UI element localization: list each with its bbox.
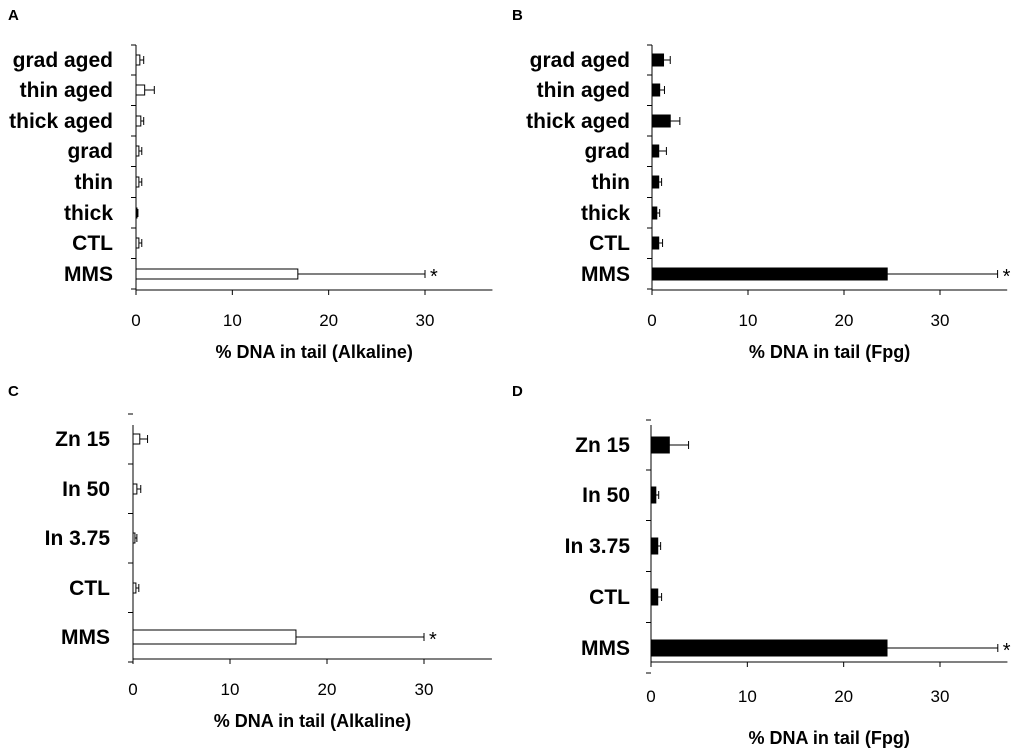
bar xyxy=(651,236,660,250)
x-tick-label: 10 xyxy=(221,680,240,699)
x-axis-title: % DNA in tail (Alkaline) xyxy=(214,711,411,731)
significance-mark: * xyxy=(430,266,438,288)
category-label: CTL xyxy=(69,577,110,600)
x-tick-label: 30 xyxy=(416,311,435,330)
category-label: thick aged xyxy=(526,110,630,133)
x-tick-label: 20 xyxy=(318,680,337,699)
category-label: CTL xyxy=(72,232,113,255)
category-label: thin xyxy=(75,171,113,194)
x-tick-label: 30 xyxy=(415,680,434,699)
category-label: In 3.75 xyxy=(45,527,111,550)
bar xyxy=(651,206,658,220)
x-tick-label: 0 xyxy=(646,687,655,706)
significance-mark: * xyxy=(429,629,437,651)
bar xyxy=(651,267,888,281)
category-label: thin aged xyxy=(20,79,113,102)
bar xyxy=(651,144,660,158)
x-axis-title: % DNA in tail (Fpg) xyxy=(749,728,910,748)
x-tick-label: 0 xyxy=(647,311,656,330)
category-label: grad xyxy=(67,140,113,163)
bar xyxy=(135,237,140,249)
bar xyxy=(650,486,657,504)
x-tick-label: 10 xyxy=(739,311,758,330)
bar xyxy=(651,114,671,128)
category-label: MMS xyxy=(64,263,113,286)
category-label: thick aged xyxy=(9,110,113,133)
bar xyxy=(651,53,665,67)
category-label: grad xyxy=(584,140,630,163)
x-axis-title: % DNA in tail (Fpg) xyxy=(749,342,910,362)
panel-d: D 0 10 20 30 % DNA in tail (Fpg) Zn 15 In 50 In … xyxy=(512,383,1011,748)
x-tick-label: 20 xyxy=(319,311,338,330)
bar xyxy=(651,175,660,189)
bar xyxy=(135,268,299,280)
bar xyxy=(135,207,138,219)
category-label: MMS xyxy=(581,637,630,660)
category-label: In 50 xyxy=(582,484,630,507)
significance-mark: * xyxy=(1003,266,1011,288)
category-label: CTL xyxy=(589,232,630,255)
bar xyxy=(650,436,670,454)
category-label: thick xyxy=(581,202,630,225)
bar xyxy=(132,629,297,645)
x-tick-label: 20 xyxy=(835,311,854,330)
x-axis-title: % DNA in tail (Alkaline) xyxy=(216,342,413,362)
x-tick-label: 30 xyxy=(931,311,950,330)
significance-mark: * xyxy=(1003,640,1011,662)
bar xyxy=(135,176,140,188)
panel-letter: D xyxy=(512,383,523,400)
bar xyxy=(132,582,137,594)
x-tick-label: 10 xyxy=(738,687,757,706)
panel-letter: B xyxy=(512,7,523,24)
category-label: MMS xyxy=(581,263,630,286)
bar xyxy=(135,145,140,157)
x-tick-label: 20 xyxy=(834,687,853,706)
bar xyxy=(135,84,146,96)
category-label: In 3.75 xyxy=(565,535,631,558)
bar xyxy=(651,83,661,97)
bar xyxy=(650,588,659,606)
bar xyxy=(132,483,138,495)
category-label: MMS xyxy=(61,626,110,649)
category-label: thin aged xyxy=(537,79,630,102)
bar xyxy=(650,639,888,657)
category-label: grad aged xyxy=(530,49,630,72)
category-label: thick xyxy=(64,202,113,225)
category-label: In 50 xyxy=(62,478,110,501)
category-label: CTL xyxy=(589,586,630,609)
bar xyxy=(132,532,136,544)
bar xyxy=(132,433,141,445)
x-tick-label: 0 xyxy=(131,311,140,330)
panel-letter: C xyxy=(8,383,19,400)
panel-letter: A xyxy=(8,7,19,24)
panel-c: C 0 10 20 30% DNA in tail (Alkaline) Zn 15 In … xyxy=(8,383,492,731)
x-tick-label: 10 xyxy=(223,311,242,330)
category-label: grad aged xyxy=(13,49,113,72)
bar xyxy=(135,115,142,127)
category-label: Zn 15 xyxy=(575,434,630,457)
x-tick-label: 0 xyxy=(128,680,137,699)
panel-a: A 0 10 20 30% DNA in tail (Alkaline) grad age… xyxy=(8,7,493,362)
bar xyxy=(135,54,141,66)
bar xyxy=(650,537,659,555)
category-label: Zn 15 xyxy=(55,428,110,451)
panel-b: B 0 10 20 30 % DNA in tail (Fpg) grad aged thin… xyxy=(512,7,1011,362)
x-tick-label: 30 xyxy=(931,687,950,706)
category-label: thin xyxy=(592,171,630,194)
